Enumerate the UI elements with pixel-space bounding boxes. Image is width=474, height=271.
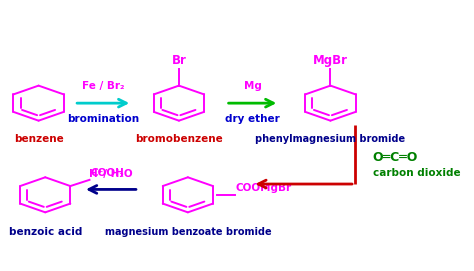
Text: bromination: bromination [67,114,139,124]
Text: Fe / Br₂: Fe / Br₂ [82,81,125,91]
Text: COOH: COOH [91,168,124,178]
Text: dry ether: dry ether [225,114,280,124]
Text: benzene: benzene [14,134,64,144]
Text: Br: Br [172,54,186,67]
Text: bromobenzene: bromobenzene [135,134,223,144]
Text: benzoic acid: benzoic acid [9,227,82,237]
Text: O═C═O: O═C═O [373,151,418,164]
Text: phenylmagnesium bromide: phenylmagnesium bromide [255,134,405,144]
Text: magnesium benzoate bromide: magnesium benzoate bromide [105,227,271,237]
Text: H⁺/ H₂O: H⁺/ H₂O [89,169,133,179]
Text: MgBr: MgBr [313,54,348,67]
Text: carbon dioxide: carbon dioxide [373,168,460,178]
Text: Mg: Mg [244,81,261,91]
Text: COOMgBr: COOMgBr [236,183,292,193]
